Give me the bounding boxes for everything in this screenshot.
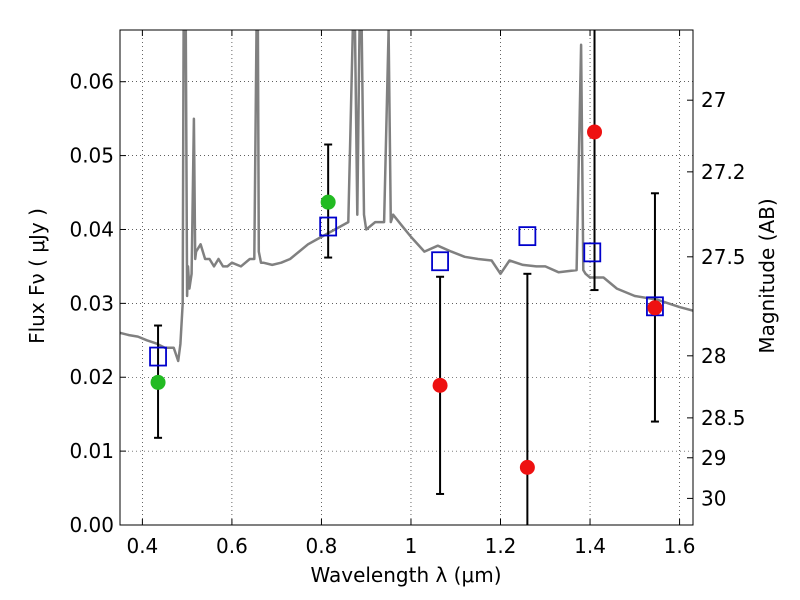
measurement-point [647,300,663,316]
model-spectrum-layer [120,30,693,363]
x-tick-label: 0.8 [306,534,338,558]
measurement-point [587,124,603,140]
model-photometry-square [518,226,537,247]
x-tick-label: 0.6 [216,534,248,558]
grid-lines [120,30,693,526]
measurement-point [150,374,166,390]
magnitude-tick-label: 29 [701,446,726,470]
y-tick-label: 0.01 [69,439,114,463]
x-tick-label: 1.6 [664,534,696,558]
measurement-point [432,377,448,393]
y-tick-label: 0.05 [69,144,114,168]
y-tick-label: 0.06 [69,70,114,94]
x-tick-label: 1.2 [485,534,517,558]
y-tick-label: 0.00 [69,513,114,537]
y-tick-label: 0.04 [69,217,114,241]
y-right-axis-title: Magnitude (AB) [755,198,779,353]
plot-frame [119,29,694,526]
magnitude-tick-label: 28 [701,344,726,368]
y-tick-label: 0.03 [69,291,114,315]
model-photometry-square [646,296,664,317]
tick-labels: 0.4 0.6 0.8 1 1.2 1.4 1.6 0.00 0.01 0.02 0.03 0.04 0… [69,70,745,558]
model-photometry-square [319,216,338,237]
model-photometry-square [431,251,449,272]
y-axis-title: Flux Fν ( μJy ) [25,208,49,344]
x-axis-title: Wavelength λ (μm) [310,563,501,587]
magnitude-tick-label: 30 [701,486,726,510]
measurement-point [519,459,535,475]
x-tick-label: 1 [405,534,418,558]
measurement-layer [150,124,663,475]
model-photometry-square [149,346,167,367]
magnitude-tick-label: 28.5 [701,406,746,430]
axis-ticks [120,30,693,526]
x-tick-label: 1.4 [574,534,606,558]
magnitude-tick-label: 27 [701,88,726,112]
magnitude-tick-label: 27.2 [701,160,746,184]
x-tick-label: 0.4 [126,534,158,558]
model-photometry-square [583,242,602,263]
spectrum-line [120,30,693,363]
measurement-point [320,194,336,210]
model-photometry-layer [149,216,664,367]
magnitude-tick-label: 27.5 [701,245,746,269]
y-tick-label: 0.02 [69,365,114,389]
errorbar-layer [154,30,659,525]
